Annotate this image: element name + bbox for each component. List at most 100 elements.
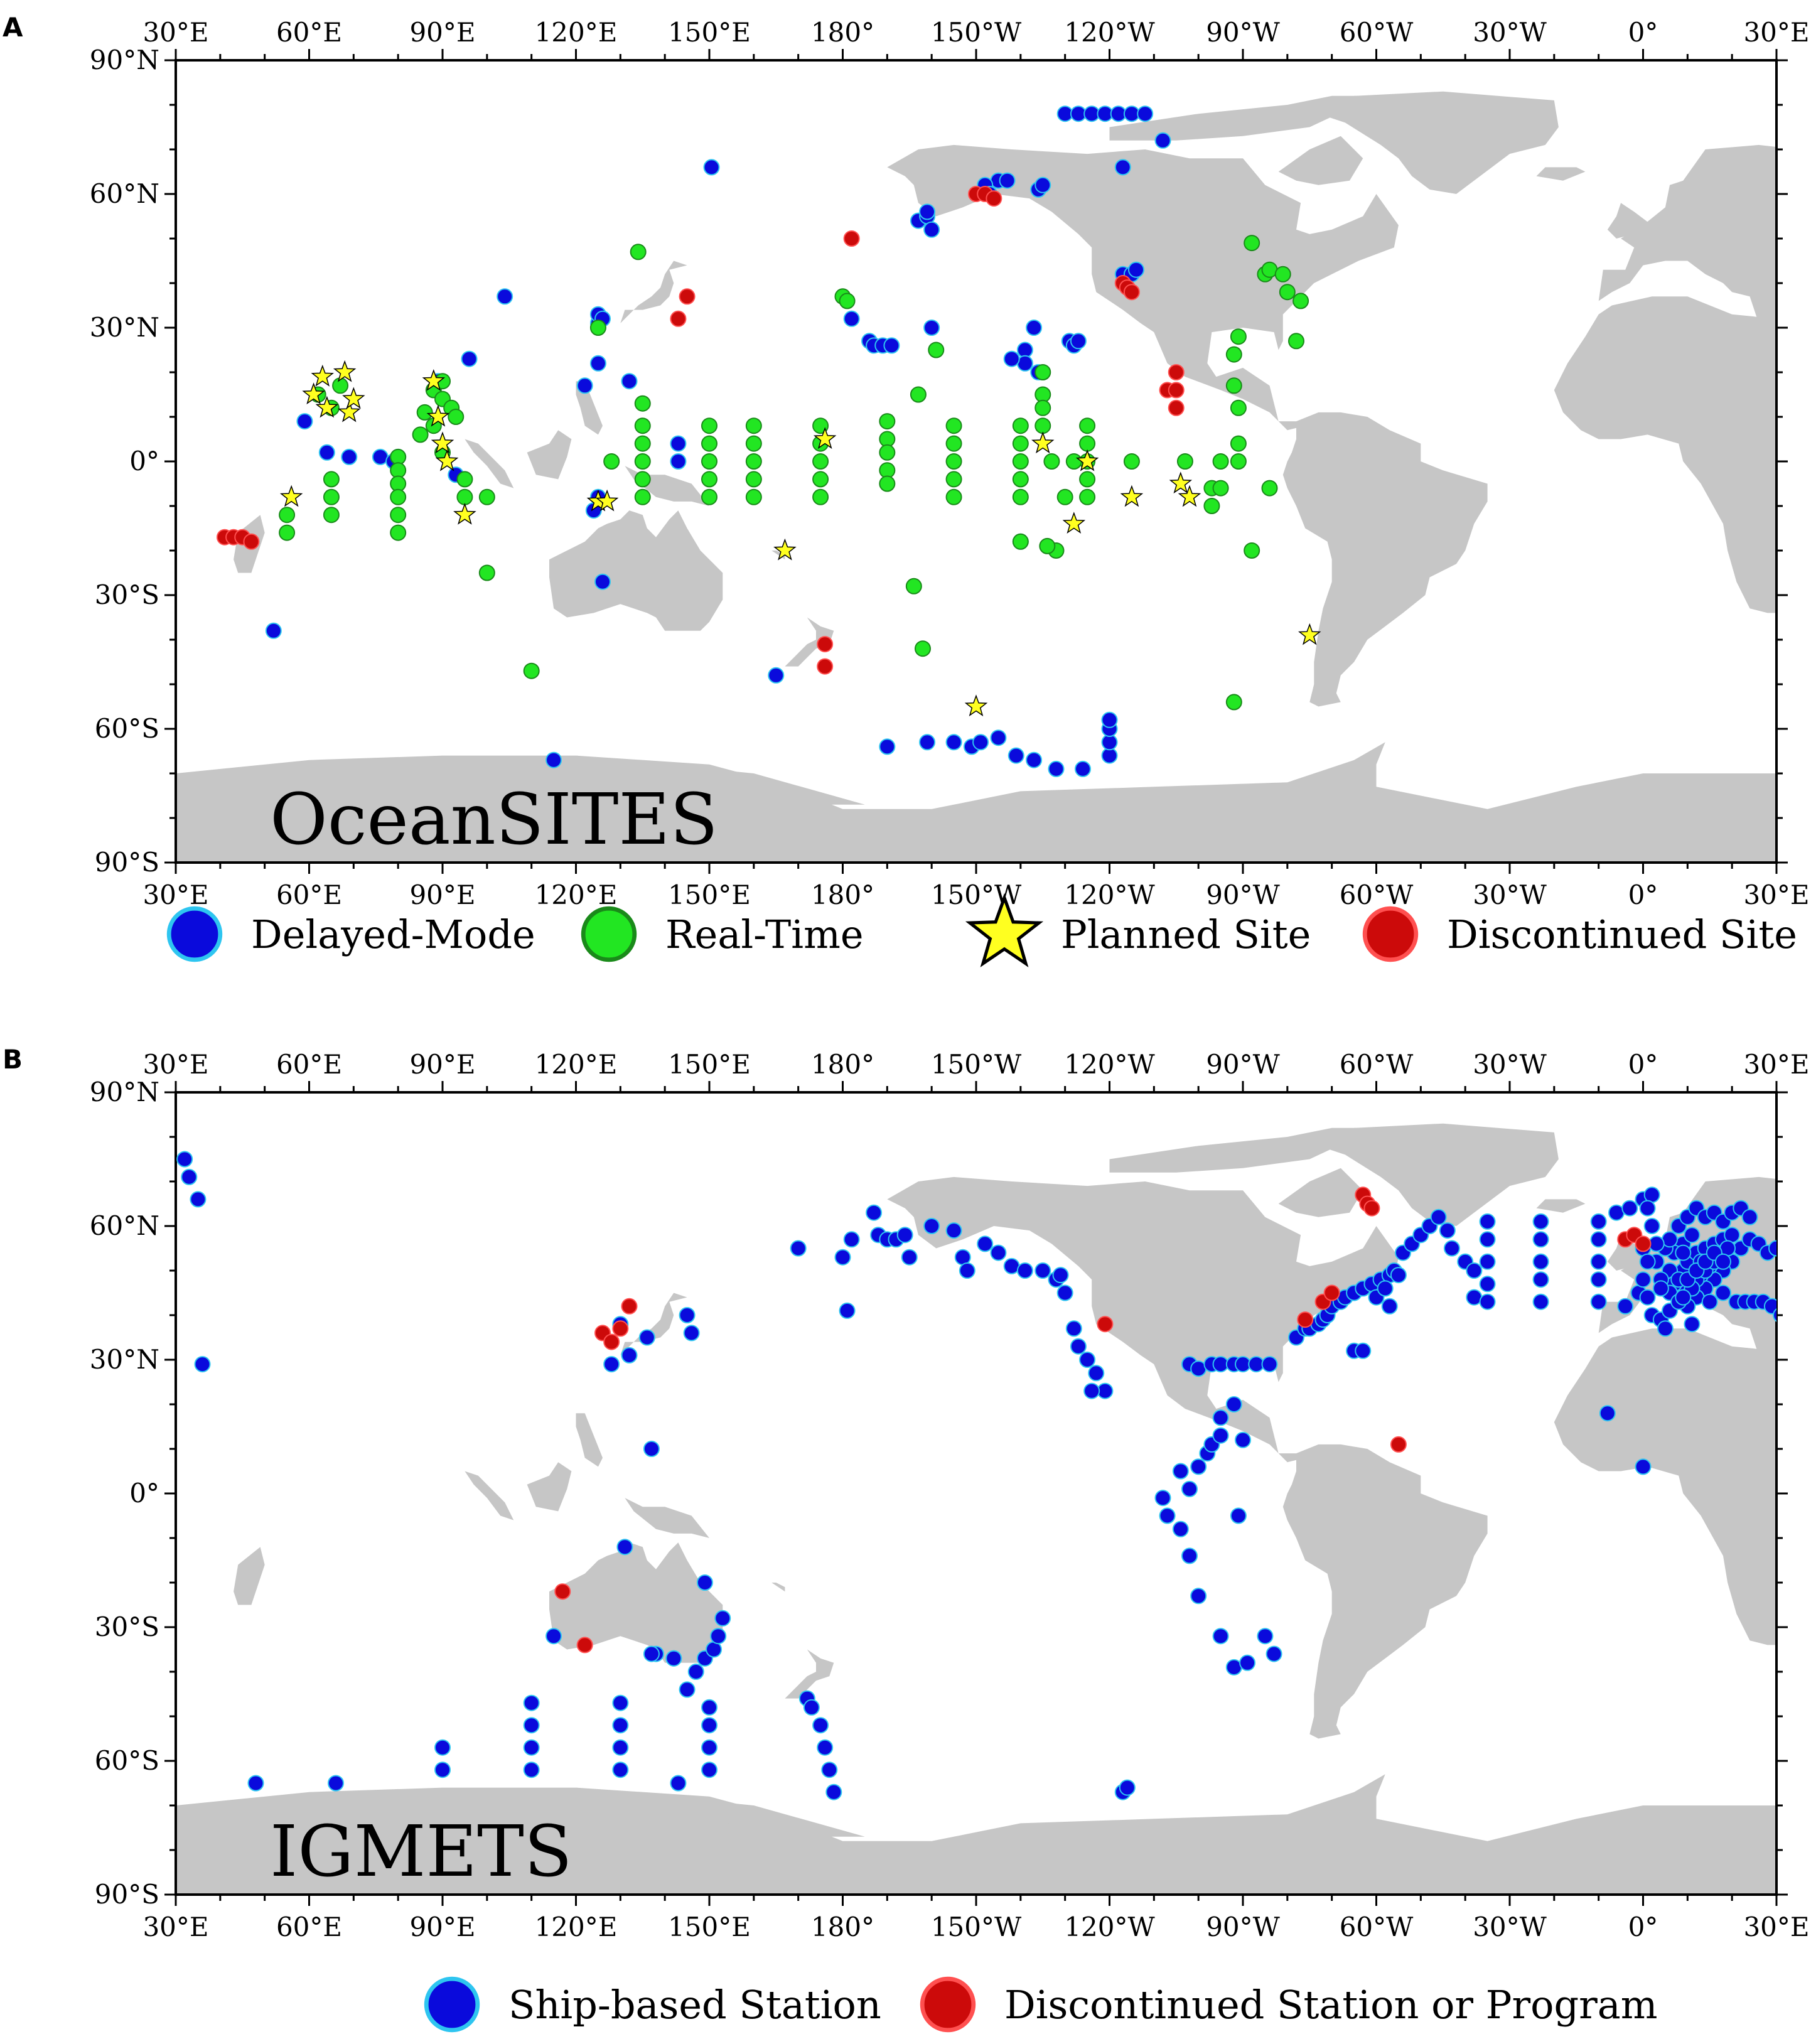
site-marker-delayed (972, 734, 989, 751)
lat-tick-label: 0° (129, 1478, 159, 1509)
lon-tick-label-top: 180° (811, 1049, 874, 1080)
site-marker-realtime (745, 435, 762, 452)
site-marker-realtime (701, 435, 717, 452)
landmass-new-caledonia-a (771, 551, 785, 560)
site-marker-delayed (1075, 760, 1091, 777)
site-marker-planned (813, 427, 837, 449)
site-marker-planned (1075, 449, 1099, 471)
landmass-philippines-b (576, 1413, 603, 1467)
legend-b: Ship-based Station Discontinued Station o… (424, 1976, 1658, 2033)
site-marker-realtime (279, 524, 296, 541)
site-marker-delayed (612, 1739, 629, 1756)
site-marker-delayed (687, 1664, 704, 1680)
site-marker-delayed (1172, 1520, 1189, 1537)
site-marker-delayed (1466, 1262, 1483, 1279)
site-marker-delayed (638, 1329, 655, 1346)
site-marker-delayed (945, 734, 962, 751)
site-marker-delayed (866, 1204, 883, 1221)
site-marker-delayed (181, 1168, 198, 1185)
site-marker-delayed (616, 1539, 633, 1556)
lon-tick-label-top: 90°W (1206, 1049, 1280, 1080)
site-marker-realtime (1012, 488, 1029, 505)
lat-tick-label: 0° (129, 446, 159, 476)
site-marker-delayed (612, 1762, 629, 1778)
site-marker-delayed (1381, 1298, 1398, 1315)
legend-symbol-planned-icon (965, 893, 1044, 967)
site-marker-realtime (1034, 417, 1051, 434)
lon-tick-label-bottom: 60°W (1340, 879, 1414, 910)
site-marker-delayed (1590, 1253, 1607, 1270)
legend-item-discontinued-site: Discontinued Site (1362, 906, 1797, 962)
site-marker-delayed (434, 1762, 451, 1778)
site-marker-delayed (945, 1222, 962, 1239)
lon-tick-label-bottom: 120°W (1064, 879, 1155, 910)
landmass-australia-b (549, 1542, 723, 1663)
site-marker-realtime (879, 413, 896, 430)
site-layer-planned-a (279, 360, 1321, 717)
lat-tick-label: 30°S (95, 1611, 159, 1642)
site-marker-realtime (390, 488, 407, 505)
site-marker-realtime (634, 417, 651, 434)
site-marker-delayed (265, 622, 282, 639)
site-marker-delayed (589, 355, 606, 372)
site-marker-delayed (461, 350, 478, 367)
site-marker-delayed (1652, 1280, 1669, 1297)
site-marker-delayed (1065, 1320, 1082, 1337)
site-marker-planned (1169, 471, 1193, 494)
site-marker-realtime (279, 507, 296, 524)
site-marker-realtime (1039, 537, 1056, 554)
landmass-antarctica-east-b (576, 1787, 865, 1837)
landmass-arctic-islands-b (1109, 1127, 1377, 1173)
site-marker-delayed (768, 667, 785, 684)
site-marker-delayed (790, 1240, 807, 1257)
site-marker-delayed (1791, 1299, 1806, 1314)
site-marker-realtime (745, 471, 762, 488)
site-marker-discontinued (576, 1637, 593, 1654)
lon-tick-label-top: 180° (811, 17, 874, 48)
site-marker-delayed (1056, 1284, 1073, 1301)
site-marker-delayed (1639, 1253, 1656, 1270)
landmass-sumatra-b (465, 1471, 514, 1520)
site-marker-delayed (999, 172, 1016, 189)
site-marker-delayed (1119, 1779, 1136, 1796)
site-marker-planned (964, 694, 988, 717)
landmass-british-isles-a (1607, 203, 1652, 239)
site-marker-delayed (1079, 1352, 1096, 1368)
site-marker-realtime (945, 435, 962, 452)
site-marker-realtime (745, 453, 762, 470)
site-marker-delayed (176, 1151, 193, 1168)
site-marker-realtime (745, 417, 762, 434)
site-marker-discontinued (817, 636, 834, 653)
landmass-iceland-a (1536, 167, 1586, 181)
lon-tick-label-bottom: 30°E (1743, 1912, 1809, 1942)
site-marker-delayed (1635, 1271, 1652, 1288)
site-marker-delayed (701, 1762, 717, 1778)
site-marker-delayed (1590, 1271, 1607, 1288)
site-marker-discontinued (679, 288, 696, 305)
lon-tick-label-top: 0° (1628, 17, 1658, 48)
site-marker-delayed (576, 377, 593, 394)
site-marker-realtime (1244, 235, 1260, 252)
site-marker-delayed (1715, 1284, 1731, 1301)
site-marker-realtime (839, 293, 856, 309)
site-marker-planned (431, 431, 454, 454)
lon-tick-label-bottom: 150°E (668, 1912, 751, 1942)
site-marker-realtime (1244, 542, 1260, 559)
lon-tick-label-top: 60°W (1340, 1049, 1414, 1080)
legend-label: Delayed-Mode (251, 912, 535, 957)
site-marker-delayed (1088, 1365, 1105, 1382)
lon-tick-label-top: 120°W (1064, 17, 1155, 48)
site-marker-delayed (843, 1231, 860, 1248)
site-marker-delayed (1796, 1620, 1811, 1635)
landmass-greenland-a (1318, 91, 1559, 194)
site-marker-realtime (1230, 453, 1247, 470)
site-marker-discontinued (603, 1333, 620, 1350)
site-marker-delayed (1008, 747, 1024, 764)
site-marker-delayed (1181, 1547, 1198, 1564)
legend-symbol-discontinued-icon (1362, 906, 1419, 962)
landmass-south-america-a (1282, 412, 1488, 707)
legend-item-real-time: Real-Time (581, 906, 864, 962)
site-marker-planned (311, 364, 334, 387)
site-marker-delayed (1070, 333, 1087, 350)
site-marker-delayed (1532, 1253, 1549, 1270)
